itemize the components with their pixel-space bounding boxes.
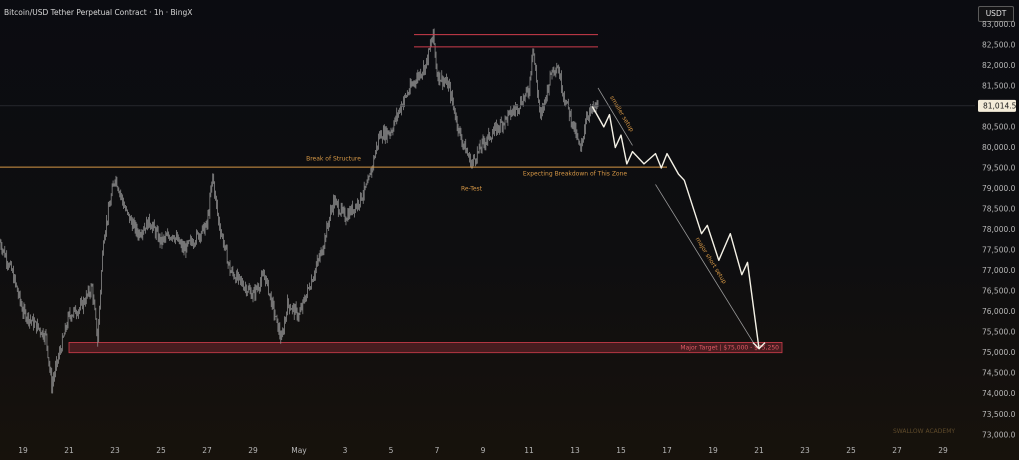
x-tick-label: 23 — [800, 446, 810, 455]
y-tick-label: 80,000.0 — [982, 143, 1016, 152]
y-tick-label: 79,000.0 — [982, 184, 1016, 193]
annotation-1: Break of Structure — [306, 156, 361, 163]
annotation-2: Re-Test — [461, 186, 483, 193]
y-axis: 73,000.0 73,500.0 74,000.0 74,500.0 75,000.0… — [982, 20, 1016, 439]
x-tick-label: May — [291, 446, 307, 455]
levels-layer — [0, 34, 667, 168]
y-tick-label: 79,500.0 — [982, 163, 1016, 172]
y-tick-label: 75,500.0 — [982, 328, 1016, 337]
x-tick-label: 13 — [570, 446, 580, 455]
x-tick-label: 29 — [248, 446, 258, 455]
target-zone-label: Major Target | $75,000 - $75,250 — [680, 345, 779, 352]
y-tick-label: 83,000.0 — [982, 20, 1016, 29]
currency-badge[interactable]: USDT — [978, 6, 1014, 22]
projected-path — [591, 106, 760, 349]
x-tick-label: 15 — [616, 446, 626, 455]
y-tick-label: 82,500.0 — [982, 40, 1016, 49]
x-tick-label: 27 — [892, 446, 902, 455]
y-tick-label: 77,000.0 — [982, 266, 1016, 275]
x-tick-label: 25 — [846, 446, 856, 455]
last-price-label: 81,014.5 — [983, 101, 1017, 110]
x-tick-label: 3 — [343, 446, 348, 455]
annotation-layer: Break of Structure Re-Test Expecting Break… — [306, 156, 627, 193]
y-tick-label: 78,000.0 — [982, 225, 1016, 234]
projection-arrowhead — [752, 342, 766, 350]
target-zone-layer: Major Target | $75,000 - $75,250 — [68, 342, 783, 354]
trend-line-label-2: major short setup — [694, 236, 728, 285]
y-tick-label: 78,500.0 — [982, 205, 1016, 214]
y-tick-label: 77,500.0 — [982, 246, 1016, 255]
x-tick-label: 9 — [481, 446, 486, 455]
x-tick-label: 17 — [662, 446, 672, 455]
target-zone-box — [68, 342, 783, 354]
trend-line-2 — [655, 184, 754, 343]
y-tick-label: 81,500.0 — [982, 81, 1016, 90]
x-tick-label: 19 — [18, 446, 28, 455]
watermark: SWALLOW ACADEMY — [893, 428, 955, 435]
y-tick-label: 75,000.0 — [982, 348, 1016, 357]
x-tick-label: 27 — [202, 446, 212, 455]
y-tick-label: 82,000.0 — [982, 61, 1016, 70]
y-tick-label: 73,500.0 — [982, 410, 1016, 419]
x-tick-label: 5 — [389, 446, 394, 455]
price-layer — [0, 28, 599, 394]
x-tick-label: 23 — [110, 446, 120, 455]
y-tick-label: 74,500.0 — [982, 369, 1016, 378]
x-tick-label: 21 — [754, 446, 764, 455]
x-tick-label: 29 — [938, 446, 948, 455]
x-tick-label: 25 — [156, 446, 166, 455]
x-tick-label: 7 — [435, 446, 440, 455]
last-price-tag — [978, 99, 1016, 112]
x-axis: 19 21 23 25 27 29 May 3 5 7 9 11 13 15 17 19 21 23 25 27 29 — [18, 446, 948, 455]
y-tick-label: 73,000.0 — [982, 430, 1016, 439]
y-tick-label: 80,500.0 — [982, 122, 1016, 131]
y-tick-label: 76,000.0 — [982, 307, 1016, 316]
x-tick-label: 11 — [524, 446, 534, 455]
y-tick-label: 74,000.0 — [982, 389, 1016, 398]
annotation-3: Expecting Breakdown of This Zone — [523, 170, 628, 177]
y-tick-label: 76,500.0 — [982, 287, 1016, 296]
last-price-layer: 81,014.5 — [0, 99, 1017, 112]
x-tick-label: 21 — [64, 446, 74, 455]
trend-line-1 — [597, 87, 633, 146]
x-tick-label: 19 — [708, 446, 718, 455]
chart-title: Bitcoin/USD Tether Perpetual Contract · … — [4, 8, 193, 17]
